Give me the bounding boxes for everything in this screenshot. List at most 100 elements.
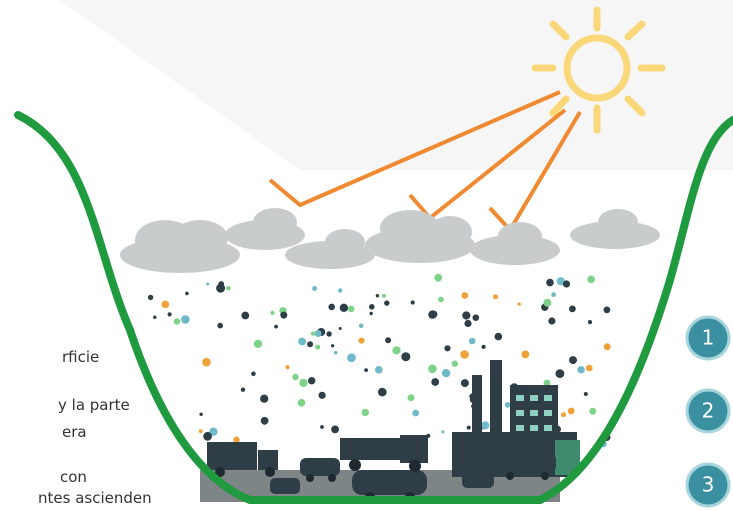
particle xyxy=(587,275,595,284)
particle xyxy=(431,378,440,386)
particle xyxy=(167,312,172,317)
particle xyxy=(569,305,576,313)
particle xyxy=(466,425,471,430)
text-line: ntes ascienden xyxy=(38,489,152,507)
particle xyxy=(315,344,321,350)
particle xyxy=(147,294,154,301)
particle xyxy=(589,407,597,415)
particle xyxy=(438,296,444,303)
particle xyxy=(369,311,373,316)
particle xyxy=(401,352,411,362)
step-badges: 1 2 3 xyxy=(685,315,731,508)
particle xyxy=(358,323,364,329)
particle xyxy=(548,317,556,325)
text-line: era xyxy=(62,423,87,441)
particle xyxy=(161,300,170,309)
particle xyxy=(603,343,611,351)
particle xyxy=(358,337,365,344)
particle xyxy=(251,371,256,377)
sun xyxy=(531,6,666,134)
valley-outline xyxy=(14,111,733,504)
particle xyxy=(226,286,231,291)
step-number: 1 xyxy=(702,326,715,350)
particle xyxy=(318,391,326,399)
particle xyxy=(241,311,250,320)
particle xyxy=(410,300,415,305)
particle xyxy=(297,399,306,407)
particle xyxy=(375,366,383,374)
text-line: y la parte xyxy=(58,396,130,414)
particle xyxy=(173,318,181,325)
step-number: 3 xyxy=(702,473,715,497)
particle xyxy=(280,311,288,319)
particle xyxy=(481,344,486,349)
particle xyxy=(567,407,575,415)
particle xyxy=(468,337,476,345)
particle xyxy=(369,304,375,310)
particle xyxy=(333,351,338,355)
particle xyxy=(569,356,577,365)
particle xyxy=(451,360,458,367)
particle xyxy=(320,425,324,429)
particle xyxy=(312,286,318,291)
particle xyxy=(330,344,335,348)
particle xyxy=(202,357,211,367)
particle xyxy=(203,431,213,441)
text-line: con xyxy=(60,468,87,486)
particle xyxy=(428,364,437,374)
particle xyxy=(543,298,552,307)
particle xyxy=(441,430,445,434)
particle xyxy=(292,373,299,381)
vehicles xyxy=(207,435,556,495)
step-circle xyxy=(685,315,731,361)
particle xyxy=(260,394,269,403)
particle xyxy=(260,416,269,425)
particle xyxy=(338,327,342,330)
particle xyxy=(412,409,420,417)
particle xyxy=(339,303,349,312)
particle xyxy=(198,429,203,434)
particle xyxy=(274,324,278,329)
particle xyxy=(326,331,332,337)
particle xyxy=(460,350,469,359)
particle xyxy=(233,436,240,443)
particle xyxy=(556,277,565,286)
particle xyxy=(586,364,593,372)
particle xyxy=(347,305,355,313)
backdrop xyxy=(60,0,733,170)
particle xyxy=(430,310,438,318)
particle xyxy=(331,425,339,434)
particle xyxy=(240,387,246,392)
clouds xyxy=(120,208,660,273)
particle xyxy=(504,402,511,408)
particle xyxy=(561,412,566,418)
particle xyxy=(464,319,472,328)
particle xyxy=(385,337,392,344)
particle xyxy=(494,332,503,341)
particle xyxy=(460,379,469,388)
particle xyxy=(551,292,556,298)
particle xyxy=(444,345,451,352)
particle xyxy=(562,280,571,288)
particle xyxy=(364,368,368,372)
particle xyxy=(434,273,443,282)
particle xyxy=(153,315,157,319)
particle xyxy=(338,288,343,293)
particle xyxy=(185,291,189,296)
particle xyxy=(270,310,275,315)
particle xyxy=(253,339,263,348)
particle xyxy=(206,282,210,286)
particle xyxy=(577,366,585,374)
particle xyxy=(181,315,190,324)
particle xyxy=(546,278,554,287)
particle xyxy=(328,303,336,311)
particle xyxy=(543,379,551,387)
particle xyxy=(209,427,218,436)
particle xyxy=(392,346,401,355)
particle xyxy=(521,350,530,359)
particle xyxy=(583,392,588,396)
particle xyxy=(199,412,203,416)
step-circle xyxy=(685,462,731,508)
particle xyxy=(441,369,451,378)
